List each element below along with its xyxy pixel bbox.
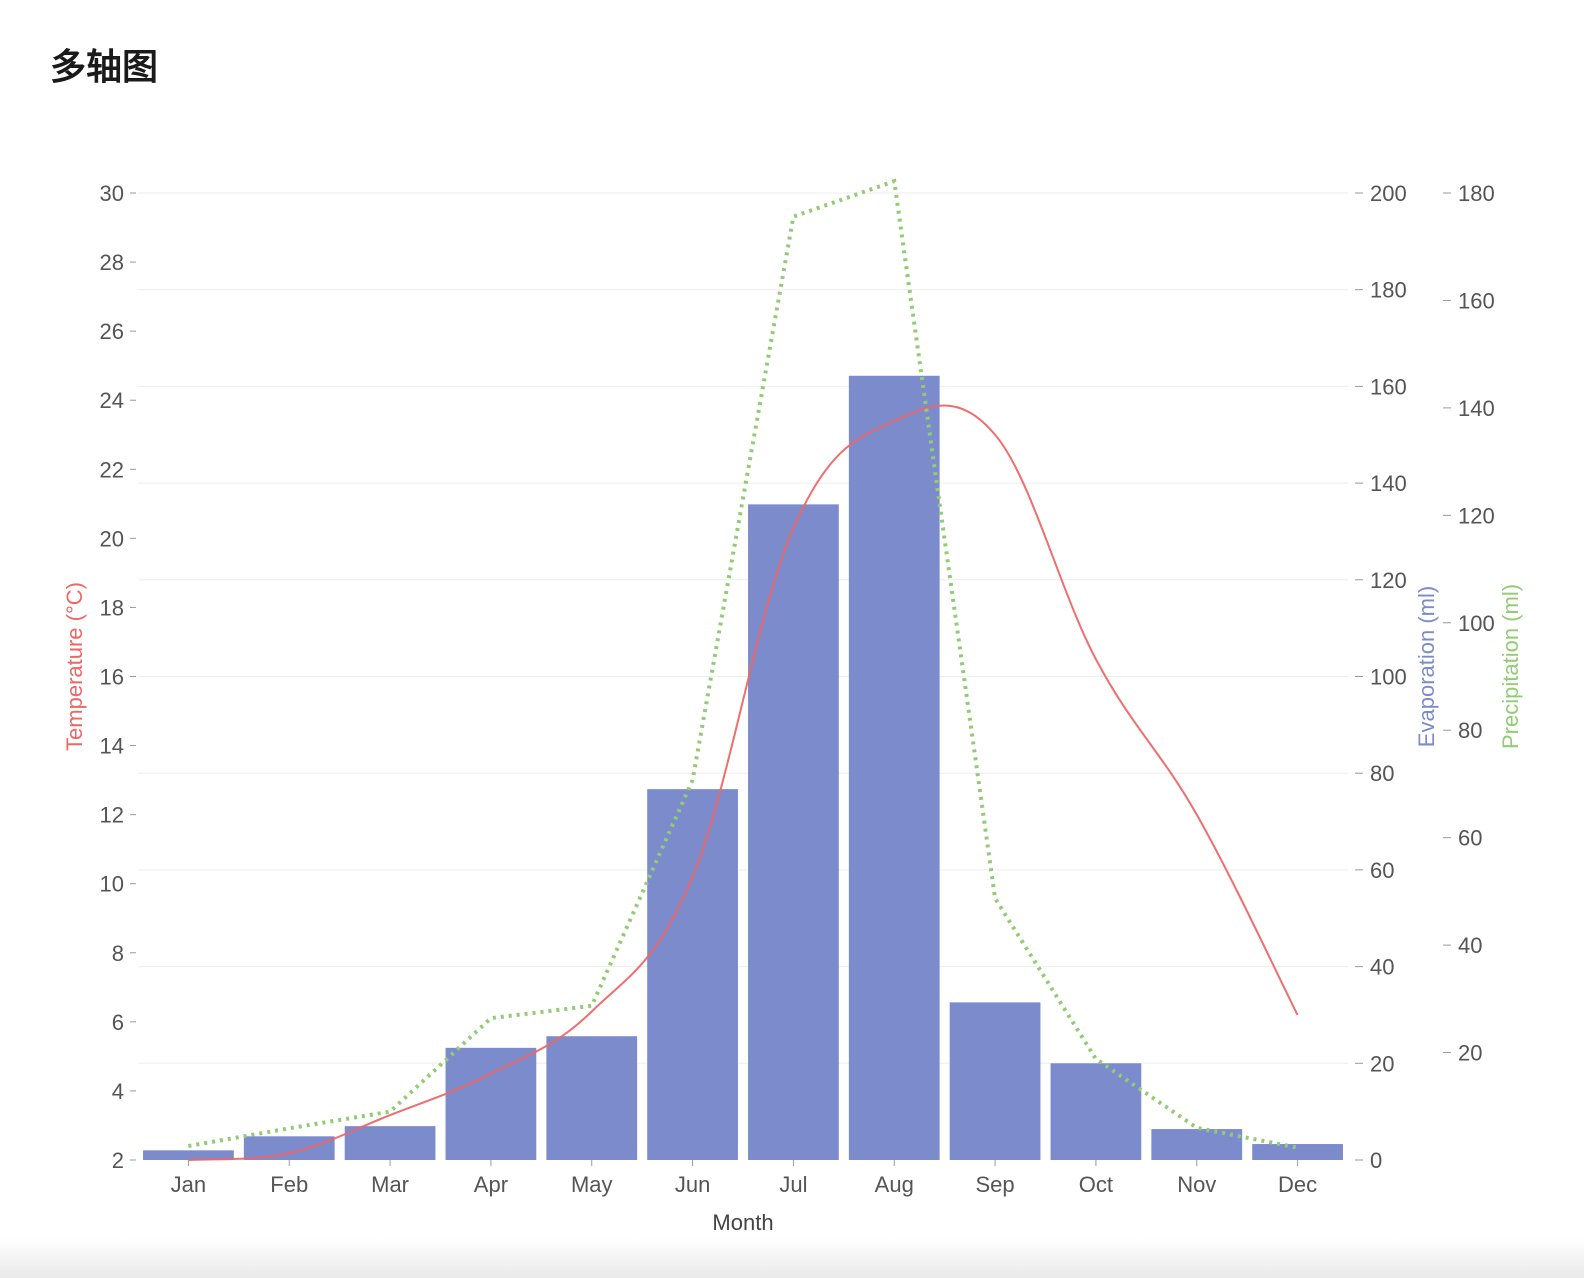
month-tick-label: Jul bbox=[779, 1172, 807, 1197]
temperature-axis-label: Temperature (°C) bbox=[62, 582, 87, 751]
temperature-tick-label: 28 bbox=[100, 250, 124, 275]
temperature-tick-label: 10 bbox=[100, 872, 124, 897]
evaporation-tick-label: 40 bbox=[1370, 955, 1394, 980]
precipitation-tick-label: 20 bbox=[1458, 1041, 1482, 1066]
series-lines bbox=[188, 178, 1299, 1161]
evaporation-bar bbox=[1252, 1144, 1343, 1160]
precipitation-tick-label: 160 bbox=[1458, 288, 1495, 313]
gridlines bbox=[138, 192, 1348, 1064]
temperature-tick-label: 14 bbox=[100, 734, 124, 759]
evaporation-bar bbox=[344, 1126, 436, 1160]
evaporation-tick-label: 120 bbox=[1370, 568, 1407, 593]
precipitation-tick-label: 80 bbox=[1458, 718, 1482, 743]
month-axis: Jan Feb Mar Apr May Jun Jul Aug Sep Oct Nov Dec Mont… bbox=[171, 1160, 1317, 1235]
precipitation-tick-label: 100 bbox=[1458, 611, 1495, 636]
precipitation-tick-label: 140 bbox=[1458, 396, 1495, 421]
month-tick-label: May bbox=[571, 1172, 613, 1197]
evaporation-tick-label: 200 bbox=[1370, 181, 1407, 206]
evaporation-bars bbox=[143, 375, 1343, 1160]
evaporation-bar bbox=[748, 504, 839, 1160]
evaporation-bar bbox=[243, 1136, 335, 1160]
evaporation-tick-label: 60 bbox=[1370, 858, 1394, 883]
page-title: 多轴图 bbox=[50, 47, 159, 88]
temperature-tick-label: 30 bbox=[100, 181, 124, 206]
evaporation-tick-label: 20 bbox=[1370, 1051, 1394, 1076]
precipitation-tick-label: 180 bbox=[1458, 181, 1495, 206]
temperature-tick-label: 22 bbox=[100, 457, 124, 482]
evaporation-tick-label: 0 bbox=[1370, 1148, 1382, 1173]
month-tick-label: Jun bbox=[675, 1172, 710, 1197]
precipitation-tick-label: 40 bbox=[1458, 933, 1482, 958]
precipitation-tick-label: 120 bbox=[1458, 503, 1495, 528]
evaporation-bar bbox=[647, 789, 738, 1160]
temperature-tick-label: 26 bbox=[100, 319, 124, 344]
precipitation-axis-label: Precipitation (ml) bbox=[1498, 584, 1523, 749]
temperature-tick-label: 4 bbox=[112, 1079, 124, 1104]
month-axis-label: Month bbox=[712, 1210, 773, 1235]
evaporation-axis-label: Evaporation (ml) bbox=[1414, 586, 1439, 747]
month-tick-label: Oct bbox=[1079, 1172, 1113, 1197]
evaporation-tick-label: 100 bbox=[1370, 665, 1407, 690]
precipitation-axis: 20 40 60 80 100 120 140 160 180 Precipitation (ml… bbox=[1443, 181, 1523, 1066]
temperature-tick-label: 16 bbox=[100, 665, 124, 690]
month-tick-label: Sep bbox=[976, 1172, 1015, 1197]
evaporation-bar bbox=[143, 1150, 234, 1160]
evaporation-bar bbox=[848, 375, 940, 1160]
temperature-tick-label: 18 bbox=[100, 595, 124, 620]
temperature-tick-label: 6 bbox=[112, 1010, 124, 1035]
evaporation-tick-label: 160 bbox=[1370, 374, 1407, 399]
evaporation-bar bbox=[949, 1002, 1041, 1160]
evaporation-bar bbox=[546, 1036, 638, 1160]
temperature-tick-label: 12 bbox=[100, 803, 124, 828]
evaporation-tick-label: 80 bbox=[1370, 761, 1394, 786]
evaporation-axis: 0 20 40 60 80 100 120 140 160 180 200 Evaporation (… bbox=[1355, 181, 1439, 1173]
evaporation-bar bbox=[1151, 1129, 1243, 1160]
month-tick-label: Mar bbox=[371, 1172, 409, 1197]
precipitation-line bbox=[188, 178, 1298, 1150]
bottom-shade bbox=[0, 1238, 1584, 1278]
evaporation-bar bbox=[445, 1047, 537, 1160]
temperature-tick-label: 20 bbox=[100, 526, 124, 551]
temperature-tick-label: 24 bbox=[100, 388, 124, 413]
evaporation-bar bbox=[1050, 1063, 1142, 1160]
month-tick-label: Aug bbox=[875, 1172, 914, 1197]
month-tick-label: Jan bbox=[171, 1172, 206, 1197]
month-tick-label: Dec bbox=[1278, 1172, 1317, 1197]
month-tick-label: Nov bbox=[1177, 1172, 1216, 1197]
month-tick-label: Apr bbox=[474, 1172, 508, 1197]
temperature-tick-label: 8 bbox=[112, 941, 124, 966]
month-tick-label: Feb bbox=[270, 1172, 308, 1197]
temperature-line bbox=[188, 404, 1299, 1161]
evaporation-tick-label: 140 bbox=[1370, 471, 1407, 496]
evaporation-tick-label: 180 bbox=[1370, 278, 1407, 303]
precipitation-tick-label: 60 bbox=[1458, 826, 1482, 851]
temperature-tick-label: 2 bbox=[112, 1148, 124, 1173]
